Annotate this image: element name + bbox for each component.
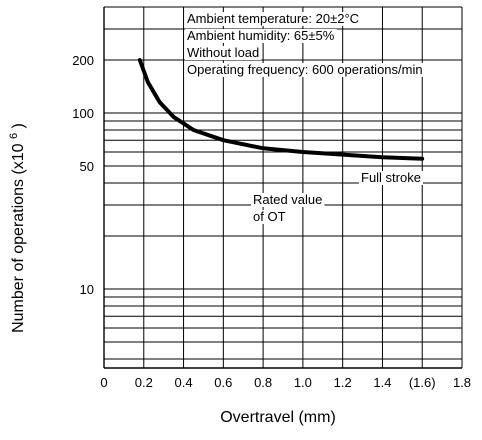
full-stroke-label: Full stroke (361, 170, 421, 185)
y-tick-label: 200 (72, 53, 94, 68)
y-axis-label-main: Number of operations (10, 179, 27, 333)
x-tick-label: 1.4 (373, 375, 391, 390)
y-tick-label: 50 (80, 159, 94, 174)
x-tick-label: 1.0 (294, 375, 312, 390)
y-axis-label-unit-suffix: ) (10, 123, 27, 128)
x-tick-label: 0.8 (254, 375, 272, 390)
x-tick-label: 0.2 (135, 375, 153, 390)
rated-value-label: Rated value (253, 192, 322, 207)
y-tick-label: 10 (80, 282, 94, 297)
x-tick-label: 0.4 (175, 375, 193, 390)
x-tick-label: 1.2 (334, 375, 352, 390)
y-tick-label: 100 (72, 106, 94, 121)
condition-label: Without load (187, 45, 259, 60)
rated-value-label-line2: of OT (253, 209, 286, 224)
x-axis-label: Overtravel (mm) (220, 409, 336, 426)
condition-label: Ambient humidity: 65±5% (187, 28, 335, 43)
y-axis-label-unit-prefix: (x10 (10, 143, 27, 174)
x-tick-label: 0.6 (214, 375, 232, 390)
condition-label: Ambient temperature: 20±2°C (187, 11, 359, 26)
x-tick-label: (1.6) (409, 375, 436, 390)
x-tick-label: 1.8 (453, 375, 471, 390)
y-axis-label-unit-exp: 6 (8, 133, 20, 139)
x-tick-label: 0 (100, 375, 107, 390)
condition-label: Operating frequency: 600 operations/min (187, 62, 423, 77)
